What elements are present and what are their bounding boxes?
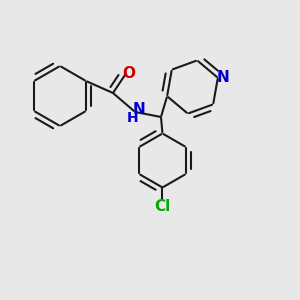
- Text: N: N: [132, 102, 145, 117]
- Text: N: N: [217, 70, 229, 85]
- Text: H: H: [126, 111, 138, 124]
- Text: O: O: [122, 66, 135, 81]
- Text: Cl: Cl: [154, 199, 171, 214]
